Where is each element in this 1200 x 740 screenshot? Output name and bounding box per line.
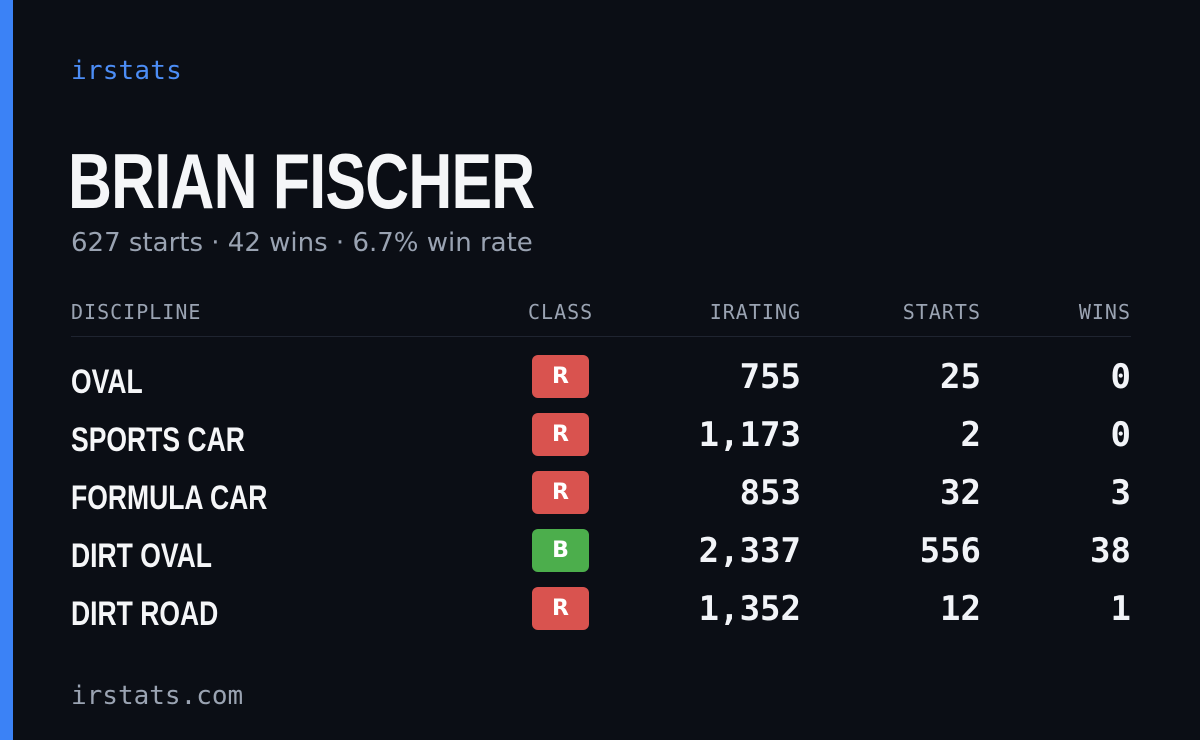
class-badge: R (532, 471, 589, 514)
footer-url: irstats.com (71, 681, 244, 711)
wins-value: 1 (1110, 589, 1131, 629)
accent-bar (0, 0, 13, 740)
discipline-name: DIRT OVAL (71, 537, 212, 575)
table-row: DIRT OVAL B 2,337 556 38 (71, 529, 1131, 587)
irating-value: 1,173 (698, 415, 801, 455)
header-discipline: DISCIPLINE (71, 300, 202, 324)
wins-value: 0 (1110, 357, 1131, 397)
discipline-name: SPORTS CAR (71, 421, 245, 459)
table-row: DIRT ROAD R 1,352 12 1 (71, 587, 1131, 645)
header-wins: WINS (1078, 300, 1131, 324)
player-summary: 627 starts · 42 wins · 6.7% win rate (71, 228, 533, 258)
starts-value: 25 (940, 357, 981, 397)
starts-value: 32 (940, 473, 981, 513)
irating-value: 755 (739, 357, 801, 397)
discipline-name: DIRT ROAD (71, 595, 219, 633)
class-badge: R (532, 587, 589, 630)
wins-value: 0 (1110, 415, 1131, 455)
discipline-name: OVAL (71, 363, 143, 401)
class-badge: R (532, 413, 589, 456)
stats-table: DISCIPLINE CLASS IRATING STARTS WINS OVA… (71, 296, 1131, 645)
player-name: BRIAN FISCHER (68, 137, 535, 225)
class-badge: R (532, 355, 589, 398)
header-starts: STARTS (902, 300, 981, 324)
table-header: DISCIPLINE CLASS IRATING STARTS WINS (71, 296, 1131, 337)
table-row: SPORTS CAR R 1,173 2 0 (71, 413, 1131, 471)
irating-value: 2,337 (698, 531, 801, 571)
brand-logo-text: irstats (71, 56, 182, 86)
starts-value: 2 (960, 415, 981, 455)
table-row: FORMULA CAR R 853 32 3 (71, 471, 1131, 529)
irating-value: 1,352 (698, 589, 801, 629)
starts-value: 556 (919, 531, 981, 571)
header-irating: IRATING (709, 300, 801, 324)
wins-value: 3 (1110, 473, 1131, 513)
header-class: CLASS (528, 300, 594, 324)
wins-value: 38 (1090, 531, 1131, 571)
class-badge: B (532, 529, 589, 572)
discipline-name: FORMULA CAR (71, 479, 268, 517)
starts-value: 12 (940, 589, 981, 629)
irating-value: 853 (739, 473, 801, 513)
table-row: OVAL R 755 25 0 (71, 355, 1131, 413)
table-body: OVAL R 755 25 0 SPORTS CAR R 1,173 2 0 F… (71, 355, 1131, 645)
